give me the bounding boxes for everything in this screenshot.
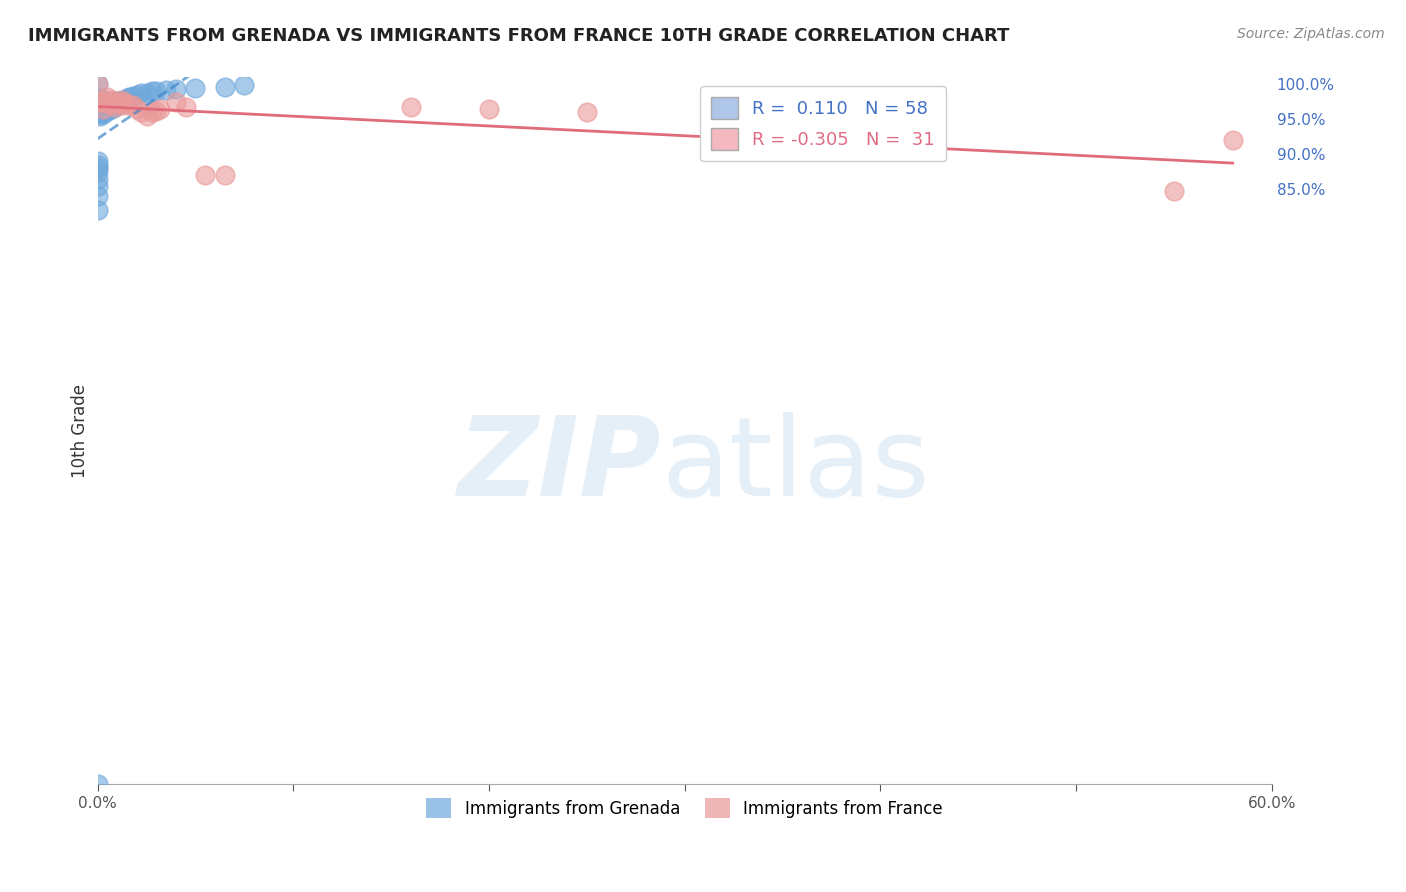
Point <box>89 103 111 118</box>
Point <box>100 96 122 111</box>
Point <box>100 102 122 116</box>
Point <box>98 97 121 112</box>
Point <box>105 97 128 112</box>
Point <box>110 95 132 109</box>
Point <box>108 95 131 109</box>
Point <box>1222 133 1244 147</box>
Point <box>115 91 138 105</box>
Text: atlas: atlas <box>661 412 929 519</box>
Point <box>90 105 112 120</box>
Point <box>96 95 118 109</box>
Point <box>86 171 108 186</box>
Point <box>103 95 125 110</box>
Point <box>105 94 128 108</box>
Point <box>135 109 157 123</box>
Point <box>104 94 127 108</box>
Point <box>135 86 157 100</box>
Point <box>96 100 118 114</box>
Point <box>214 79 236 94</box>
Point <box>155 83 177 97</box>
Point <box>121 89 143 103</box>
Point <box>93 102 115 116</box>
Point <box>93 95 115 109</box>
Point <box>86 161 108 176</box>
Point <box>111 98 134 112</box>
Point <box>90 100 112 114</box>
Point <box>86 154 108 169</box>
Point <box>108 97 131 112</box>
Point <box>174 100 197 114</box>
Point <box>125 87 148 102</box>
Point <box>478 102 501 116</box>
Point <box>93 98 115 112</box>
Point <box>93 103 115 118</box>
Point <box>110 93 132 107</box>
Point <box>89 95 111 109</box>
Point <box>165 95 187 109</box>
Point <box>94 96 117 111</box>
Point <box>105 98 128 112</box>
Point <box>111 93 134 107</box>
Point <box>89 91 111 105</box>
Point <box>149 102 172 116</box>
Point <box>1163 184 1185 198</box>
Point <box>90 103 112 118</box>
Text: ZIP: ZIP <box>458 412 661 519</box>
Point <box>86 158 108 172</box>
Point <box>86 189 108 203</box>
Point <box>98 97 121 112</box>
Point <box>114 94 136 108</box>
Legend: Immigrants from Grenada, Immigrants from France: Immigrants from Grenada, Immigrants from… <box>420 791 949 825</box>
Point <box>86 777 108 791</box>
Point <box>86 203 108 218</box>
Point <box>118 90 141 104</box>
Point <box>86 78 108 92</box>
Point <box>129 105 152 120</box>
Point <box>86 178 108 193</box>
Point <box>103 95 125 109</box>
Point <box>93 107 115 121</box>
Point <box>94 105 117 120</box>
Point <box>104 100 127 114</box>
Point <box>94 102 117 116</box>
Text: Source: ZipAtlas.com: Source: ZipAtlas.com <box>1237 27 1385 41</box>
Point <box>96 103 118 118</box>
Point <box>399 100 422 114</box>
Point <box>141 84 163 98</box>
Point <box>233 78 256 92</box>
Point <box>145 103 167 118</box>
Y-axis label: 10th Grade: 10th Grade <box>72 384 89 477</box>
Point <box>100 93 122 107</box>
Point <box>89 100 111 114</box>
Point <box>145 84 167 98</box>
Point <box>184 81 207 95</box>
Point <box>89 107 111 121</box>
Point <box>90 93 112 107</box>
Point <box>96 90 118 104</box>
Point <box>89 109 111 123</box>
Point <box>90 97 112 112</box>
Point <box>118 98 141 112</box>
Point <box>104 100 127 114</box>
Point <box>165 82 187 96</box>
Point <box>103 101 125 115</box>
Point <box>214 169 236 183</box>
Point <box>86 165 108 179</box>
Point <box>114 95 136 109</box>
Text: IMMIGRANTS FROM GRENADA VS IMMIGRANTS FROM FRANCE 10TH GRADE CORRELATION CHART: IMMIGRANTS FROM GRENADA VS IMMIGRANTS FR… <box>28 27 1010 45</box>
Point <box>121 98 143 112</box>
Point <box>141 105 163 120</box>
Point <box>125 102 148 116</box>
Point <box>575 105 598 120</box>
Point <box>86 78 108 92</box>
Point <box>98 103 121 118</box>
Point <box>93 93 115 107</box>
Point <box>129 86 152 100</box>
Point <box>194 169 217 183</box>
Point <box>90 95 112 109</box>
